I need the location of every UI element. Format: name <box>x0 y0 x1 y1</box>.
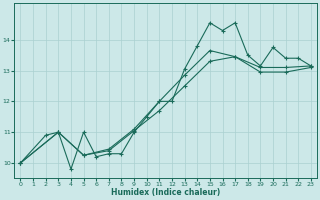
X-axis label: Humidex (Indice chaleur): Humidex (Indice chaleur) <box>111 188 220 197</box>
